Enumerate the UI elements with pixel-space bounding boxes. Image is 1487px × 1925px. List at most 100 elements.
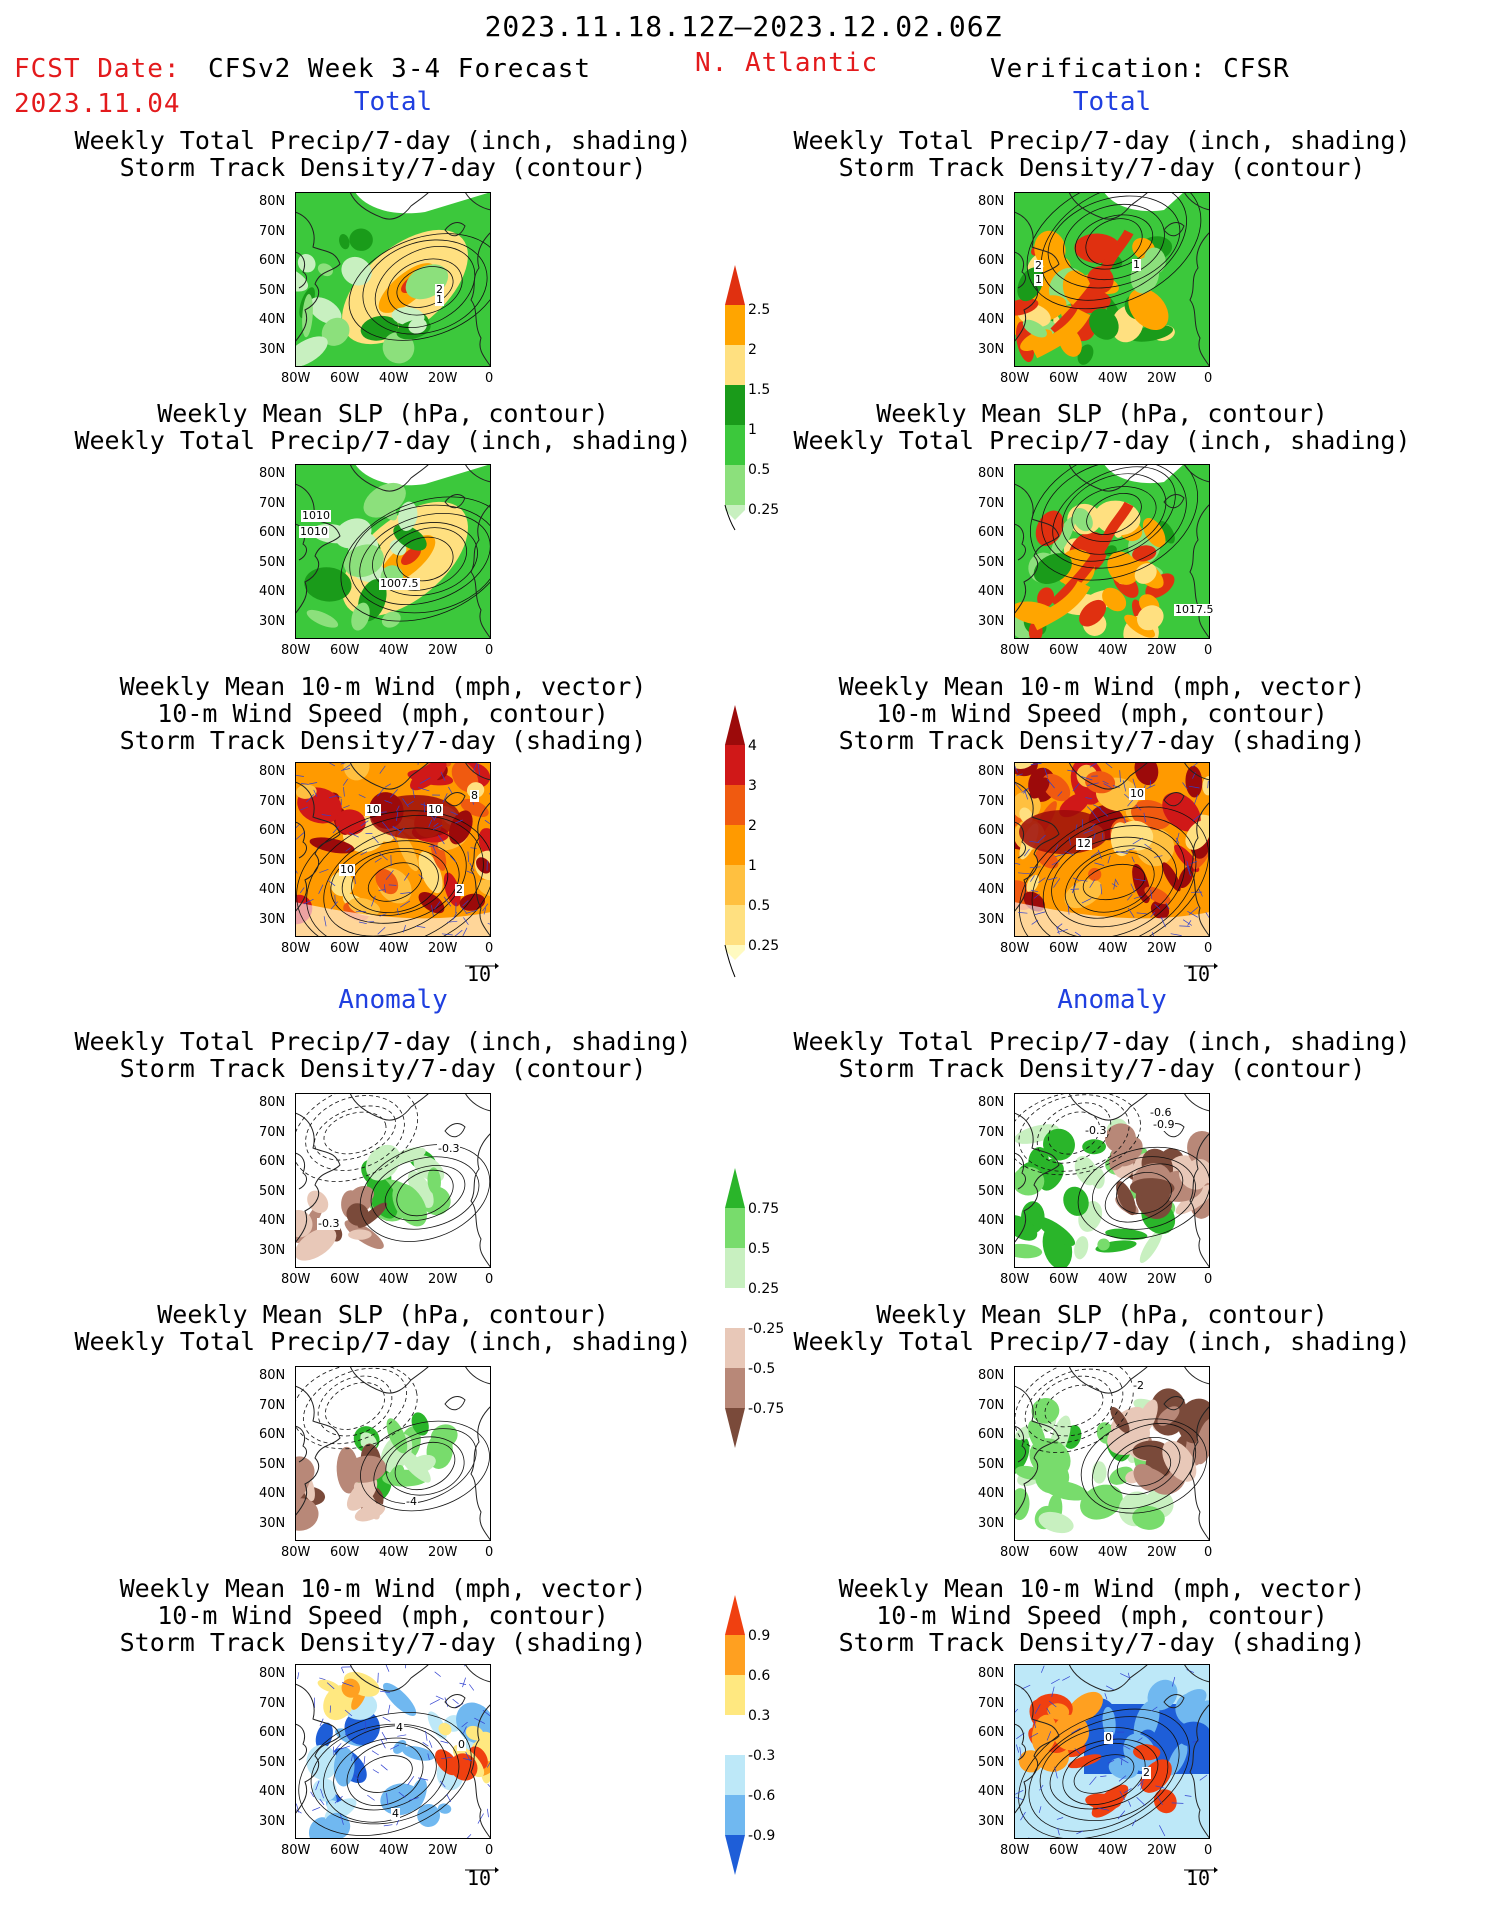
lat-tick-label: 80N [978,1666,1005,1681]
contour-label: 1010 [299,525,329,538]
lat-tick-label: 50N [978,852,1005,868]
contour-label: 2 [435,283,444,296]
lon-tick-label: 0 [485,371,494,386]
lon-tick-label: 0 [485,941,494,956]
period-title: 2023.11.18.12Z–2023.12.02.06Z [484,10,1003,43]
lon-tick-label: 0 [485,1843,494,1858]
map-panel-r4: -0.3 -0.6 -0.9 [1014,1093,1210,1268]
lon-tick-label: 40W [379,1843,409,1858]
lon-tick-label: 0 [1204,1545,1213,1560]
region-title: N. Atlantic [695,48,879,78]
lon-tick-label: 80W [281,941,311,956]
lat-tick-label: 80N [259,1666,286,1681]
lat-tick-label: 80N [259,1095,286,1110]
contour-label: 12 [1076,837,1092,850]
lon-tick-label: 20W [1147,1545,1177,1560]
reference-vector-label: 10 [467,962,492,986]
lon-tick-label: 40W [379,941,409,956]
reference-vector-label: 10 [1186,1866,1211,1890]
contour-label: 10 [339,863,355,876]
lon-tick-label: 0 [1204,371,1213,386]
lat-tick-label: 40N [259,1784,286,1799]
colorbar-storm-anom [725,1595,745,1875]
lon-tick-label: 20W [428,1843,458,1858]
lat-tick-label: 50N [259,852,286,868]
lat-tick-label: 60N [259,823,286,838]
lat-tick-label: 50N [259,1456,286,1472]
contour-label: 10 [427,803,443,816]
contour-label: 1 [435,293,444,306]
lat-tick-label: 80N [259,764,286,779]
contour-label: -0.3 [437,1142,461,1155]
colorbar-precip-anom [725,1168,745,1448]
lat-tick-label: 60N [259,1725,286,1740]
lon-tick-label: 0 [485,1272,494,1287]
section-total-left: Total [353,87,433,117]
lat-tick-label: 80N [978,764,1005,779]
lat-tick-label: 40N [259,882,286,897]
lon-tick-label: 80W [281,1843,311,1858]
contour-label: 1 [1034,273,1043,286]
cb2-l5: 0.25 [748,938,780,954]
lat-tick-label: 30N [978,1515,1005,1531]
lat-tick-label: 40N [259,584,286,599]
contour-label: 0 [457,1738,466,1751]
lat-tick-label: 70N [259,495,286,511]
lat-tick-label: 60N [978,253,1005,268]
cb4-l2: 0.3 [748,1708,771,1724]
lat-tick-label: 70N [978,1124,1005,1140]
lon-tick-label: 40W [1098,371,1128,386]
contour-label: -0.3 [1084,1124,1108,1137]
lat-tick-label: 50N [978,282,1005,298]
contour-label: 2 [455,883,464,896]
lat-tick-label: 60N [978,525,1005,540]
cb3-l2: 0.25 [748,1281,780,1297]
lon-tick-label: 0 [1204,941,1213,956]
cb1-l1: 2 [748,342,757,358]
lon-tick-label: 40W [379,371,409,386]
lon-tick-label: 20W [428,1272,458,1287]
map-panel-l5: -4 [295,1366,491,1541]
lon-tick-label: 60W [330,1545,360,1560]
lat-tick-label: 40N [978,882,1005,897]
cb1-l5: 0.25 [748,502,780,518]
lon-tick-label: 20W [428,1545,458,1560]
title-l5: Weekly Mean SLP (hPa, contour) Weekly To… [74,1300,692,1356]
lat-tick-label: 30N [259,1813,286,1829]
cb1-l3: 1 [748,422,757,438]
reference-vector-label: 10 [1186,962,1211,986]
cb2-l4: 0.5 [748,898,771,914]
lon-tick-label: 40W [379,643,409,658]
lon-tick-label: 20W [1147,643,1177,658]
lat-tick-label: 30N [978,341,1005,357]
lat-tick-label: 80N [978,1095,1005,1110]
title-r5: Weekly Mean SLP (hPa, contour) Weekly To… [793,1300,1411,1356]
lon-tick-label: 60W [1049,1272,1079,1287]
map-panel-l3: 10 10 10 8 2 [295,762,491,937]
contour-label: 10 [1129,787,1145,800]
fcst-date: 2023.11.04 [14,89,181,119]
lat-tick-label: 30N [978,911,1005,927]
lat-tick-label: 50N [259,1183,286,1199]
colorbar-precip-total [724,265,745,531]
lat-tick-label: 70N [978,1397,1005,1413]
lat-tick-label: 30N [259,341,286,357]
lat-tick-label: 50N [978,1183,1005,1199]
contour-label: -4 [405,1495,418,1508]
cb1-l2: 1.5 [748,382,771,398]
contour-label: 1010 [301,509,331,522]
section-anomaly-right: Anomaly [1057,985,1167,1015]
lat-tick-label: 70N [978,223,1005,239]
lon-tick-label: 60W [330,941,360,956]
lat-tick-label: 60N [978,1725,1005,1740]
lon-tick-label: 60W [1049,643,1079,658]
lat-tick-label: 30N [259,613,286,629]
lon-tick-label: 0 [485,1545,494,1560]
contour-label: 0 [1104,1731,1113,1744]
reference-vector-arrow [465,1856,499,1880]
section-anomaly-left: Anomaly [338,985,448,1015]
lat-tick-label: 40N [978,1486,1005,1501]
lon-tick-label: 80W [281,371,311,386]
cb1-l0: 2.5 [748,302,771,318]
